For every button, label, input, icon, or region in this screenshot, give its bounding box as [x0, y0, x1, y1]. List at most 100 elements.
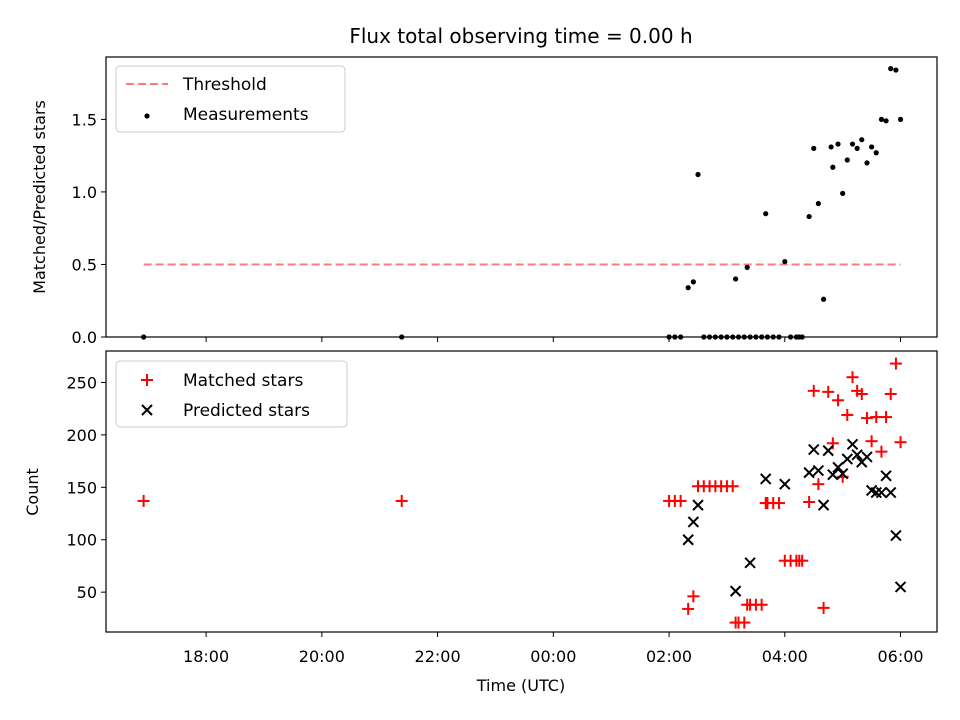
matched-star-point: [796, 554, 809, 567]
matched-star-point: [841, 408, 854, 421]
top-y-tick-label: 1.0: [72, 183, 97, 202]
measurement-point: [897, 116, 904, 122]
matched-star-point: [726, 480, 739, 493]
measurement-point: [811, 145, 817, 151]
matched-star-point: [755, 598, 768, 611]
matched-star-point: [674, 494, 687, 507]
legend-threshold-label: Threshold: [182, 75, 267, 95]
measurement-point: [695, 171, 701, 178]
measurement-point: [864, 160, 870, 166]
measurement-point: [835, 141, 841, 147]
top-y-tick-label: 1.5: [72, 110, 97, 129]
measurement-point: [690, 279, 696, 285]
bottom-x-axis: 18:00 20:00 22:00 00:00 02:00 04:00 06:00: [183, 632, 924, 666]
measurement-point: [685, 285, 691, 291]
bottom-y-tick-label: 50: [77, 583, 97, 602]
measurement-point: [859, 137, 865, 143]
measurement-point: [806, 213, 812, 220]
measurement-point: [873, 150, 879, 156]
bottom-x-tick-label: 06:00: [877, 647, 923, 666]
matched-star-point: [822, 385, 835, 398]
bottom-y-tick-label: 100: [66, 531, 97, 550]
measurement-point: [763, 211, 769, 217]
measurement-point: [815, 200, 821, 207]
matched-star-point: [894, 436, 907, 449]
top-y-tick-label: 0.5: [72, 255, 97, 274]
chart-title: Flux total observing time = 0.00 h: [349, 24, 692, 48]
top-legend: Threshold Measurements: [115, 65, 346, 133]
predicted-star-point: [812, 464, 825, 477]
bottom-plot-area: [137, 357, 907, 629]
predicted-star-point: [836, 467, 849, 480]
bottom-y-tick-label: 250: [66, 373, 97, 392]
matched-star-point: [682, 602, 695, 615]
bottom-y-axis: 50 100 150 200 250: [66, 373, 106, 602]
predicted-star-point: [692, 499, 704, 511]
predicted-star-point: [729, 585, 742, 597]
matched-star-point: [880, 411, 893, 424]
top-y-axis-label: Matched/Predicted stars: [30, 100, 49, 294]
predicted-star-point: [870, 486, 882, 499]
predicted-star-point: [832, 461, 844, 474]
matched-star-point: [807, 384, 820, 397]
predicted-star-point: [744, 557, 756, 569]
matched-star-point: [884, 387, 897, 400]
predicted-star-point: [822, 444, 834, 457]
predicted-star-point: [894, 581, 907, 593]
legend-measurements-label: Measurements: [183, 105, 309, 125]
measurement-point: [883, 118, 889, 124]
predicted-star-point: [841, 453, 854, 465]
top-x-axis-ticks: [205, 337, 902, 342]
matched-star-point: [855, 387, 868, 400]
predicted-star-point: [687, 516, 700, 528]
predicted-star-point: [851, 449, 863, 461]
legend-predicted-marker: [141, 404, 153, 416]
predicted-star-point: [760, 473, 772, 485]
legend-matched-label: Matched stars: [183, 371, 303, 391]
predicted-star-point: [884, 486, 897, 499]
measurement-point: [844, 157, 850, 163]
matched-star-point: [137, 494, 150, 507]
measurement-point: [828, 144, 834, 150]
measurement-point: [878, 116, 885, 122]
bottom-x-tick-label: 00:00: [530, 647, 576, 666]
predicted-star-point: [827, 469, 839, 481]
legend-measurements-dot: [144, 113, 150, 119]
top-y-tick-label: 0.0: [72, 328, 97, 347]
measurement-point: [782, 258, 788, 265]
bottom-y-axis-label: Count: [23, 468, 42, 516]
predicted-star-point: [880, 470, 892, 482]
bottom-y-tick-label: 150: [66, 478, 97, 497]
legend-predicted-label: Predicted stars: [183, 401, 310, 421]
measurement-point: [840, 190, 846, 196]
predicted-star-point: [875, 486, 888, 499]
measurement-point: [893, 67, 899, 73]
x-axis-label: Time (UTC): [476, 676, 565, 695]
bottom-legend: Matched stars Predicted stars: [115, 360, 348, 428]
matched-star-point: [395, 494, 408, 507]
bottom-panel: 50 100 150 200 250 18:00 20:00 22:00 00:00 02:00…: [23, 350, 938, 695]
bottom-x-tick-label: 22:00: [415, 647, 461, 666]
predicted-star-point: [817, 499, 830, 511]
predicted-star-point: [682, 534, 694, 546]
bottom-x-tick-label: 04:00: [762, 647, 808, 666]
matched-star-point: [832, 394, 845, 407]
bottom-legend-box: [115, 360, 348, 428]
matched-star-point: [773, 497, 786, 510]
predicted-star-point: [890, 529, 902, 542]
bottom-axes-frame: [105, 350, 938, 633]
matched-star-point: [687, 590, 700, 603]
top-y-axis: 0.0 0.5 1.0 1.5: [72, 110, 106, 347]
bottom-y-tick-label: 200: [66, 426, 97, 445]
matched-star-point: [860, 412, 873, 425]
measurement-point: [830, 164, 836, 170]
predicted-star-point: [779, 478, 791, 490]
measurement-point: [733, 276, 739, 282]
matched-star-point: [865, 435, 878, 448]
matched-star-point: [875, 445, 888, 458]
measurement-point: [849, 141, 856, 147]
matched-star-point: [889, 357, 902, 370]
bottom-x-tick-label: 02:00: [646, 647, 692, 666]
predicted-star-point: [808, 443, 820, 456]
